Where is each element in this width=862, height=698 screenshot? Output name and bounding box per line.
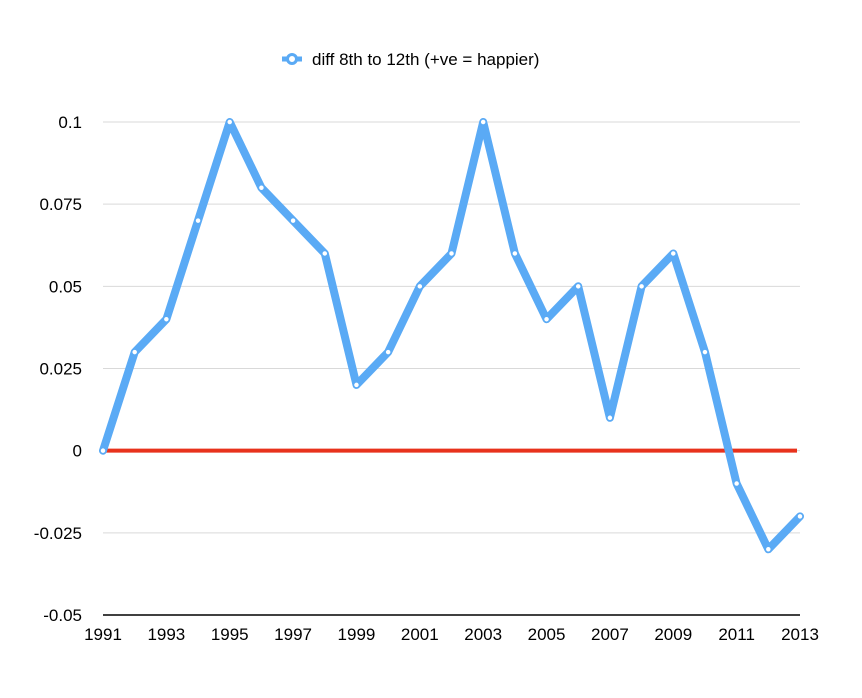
data-point [416, 282, 424, 291]
data-point [447, 249, 456, 258]
data-point [479, 118, 487, 126]
data-point [511, 249, 519, 258]
x-axis-tick-labels: 1991 1993 1995 1997 1999 2001 2003 2005 2007 2009… [84, 625, 819, 644]
y-tick-label: 0.1 [58, 113, 82, 132]
data-point [384, 348, 392, 356]
y-tick-label: 0.075 [39, 195, 82, 214]
data-point [321, 249, 329, 258]
data-points [99, 118, 804, 554]
x-tick-label: 1993 [147, 625, 185, 644]
data-point [99, 446, 107, 455]
x-tick-label: 2005 [528, 625, 566, 644]
x-tick-label: 2003 [464, 625, 502, 644]
data-point [542, 315, 551, 323]
data-point [352, 381, 361, 389]
y-tick-label: 0 [73, 442, 82, 461]
series-line [99, 118, 804, 554]
data-point [701, 348, 709, 356]
data-point [764, 545, 773, 554]
data-point [225, 118, 234, 126]
x-tick-label: 2001 [401, 625, 439, 644]
data-point [606, 414, 614, 422]
y-tick-label: 0.05 [49, 277, 82, 296]
data-point [130, 348, 139, 356]
y-axis-tick-labels: 0.1 0.075 0.05 0.025 0 -0.025 -0.05 [34, 113, 82, 625]
data-point [162, 315, 171, 323]
x-tick-label: 2007 [591, 625, 629, 644]
x-tick-label: 1991 [84, 625, 122, 644]
legend-series-marker [286, 53, 298, 65]
data-point [637, 282, 646, 291]
data-point [194, 216, 202, 225]
y-tick-label: -0.025 [34, 524, 82, 543]
data-point [574, 282, 582, 291]
data-point [796, 512, 804, 521]
legend-series-label: diff 8th to 12th (+ve = happier) [312, 50, 539, 69]
y-tick-label: 0.025 [39, 360, 82, 379]
data-point [669, 249, 678, 258]
data-point [257, 183, 266, 192]
y-tick-label: -0.05 [43, 606, 82, 625]
x-tick-label: 2011 [718, 625, 755, 644]
x-tick-label: 1999 [338, 625, 376, 644]
legend: diff 8th to 12th (+ve = happier) [282, 50, 539, 69]
x-tick-label: 1995 [211, 625, 249, 644]
x-tick-label: 2013 [781, 625, 819, 644]
x-tick-label: 1997 [274, 625, 312, 644]
data-point [289, 216, 297, 225]
data-point [732, 479, 741, 488]
x-tick-label: 2009 [654, 625, 692, 644]
